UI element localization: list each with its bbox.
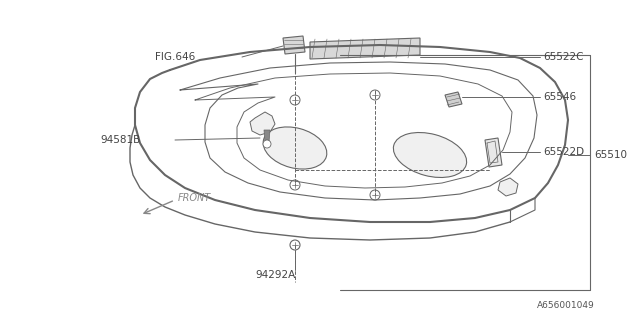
Text: 94292A: 94292A xyxy=(255,270,295,280)
Circle shape xyxy=(290,240,300,250)
Text: 94581B: 94581B xyxy=(100,135,140,145)
Circle shape xyxy=(290,95,300,105)
Text: FRONT: FRONT xyxy=(178,193,211,203)
Text: 65522C: 65522C xyxy=(543,52,584,62)
Text: 65546: 65546 xyxy=(543,92,576,102)
Circle shape xyxy=(263,140,271,148)
Polygon shape xyxy=(310,38,420,59)
Circle shape xyxy=(370,190,380,200)
Polygon shape xyxy=(485,138,502,167)
Circle shape xyxy=(370,90,380,100)
Polygon shape xyxy=(283,36,305,54)
Text: FIG.646: FIG.646 xyxy=(155,52,195,62)
Ellipse shape xyxy=(394,132,467,178)
Polygon shape xyxy=(445,92,462,107)
Ellipse shape xyxy=(263,127,327,169)
Polygon shape xyxy=(250,112,275,135)
Circle shape xyxy=(290,180,300,190)
Polygon shape xyxy=(498,178,518,196)
Text: A656001049: A656001049 xyxy=(537,300,595,309)
Text: 65522D: 65522D xyxy=(543,147,584,157)
Text: 65510: 65510 xyxy=(594,150,627,160)
Polygon shape xyxy=(264,130,270,142)
